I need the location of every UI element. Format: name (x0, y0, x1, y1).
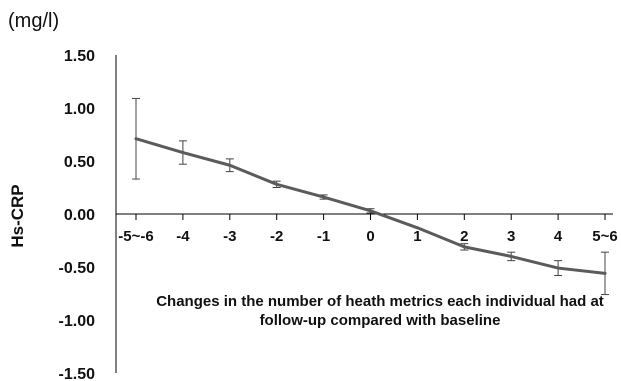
x-tick-label: 0 (366, 228, 374, 245)
y-tick-label: -1.50 (59, 366, 96, 381)
x-tick-label: 3 (507, 228, 515, 245)
y-tick-label: 1.50 (64, 48, 95, 65)
data-point (556, 266, 560, 270)
y-tick-label: -0.50 (59, 260, 96, 277)
data-point (181, 151, 185, 155)
data-point (275, 182, 279, 186)
data-point (603, 271, 607, 275)
series-line (134, 137, 607, 275)
data-point (509, 254, 513, 258)
x-tick-label: 4 (554, 228, 563, 245)
x-tick-label: -3 (223, 228, 236, 245)
x-tick-label: -2 (270, 228, 283, 245)
data-point (228, 163, 232, 167)
data-point (415, 226, 419, 230)
x-tick-label: -4 (176, 228, 190, 245)
y-tick-label: -1.00 (59, 313, 96, 330)
y-tick-label: 0.00 (64, 207, 95, 224)
data-point (369, 209, 372, 213)
x-axis-caption: Changes in the number of heath metrics e… (156, 293, 604, 329)
data-point (462, 245, 466, 249)
x-tick-label: -1 (317, 228, 330, 245)
data-point (322, 195, 326, 199)
y-unit-label: (mg/l) (8, 10, 60, 32)
y-tick-label: 0.50 (64, 154, 95, 171)
x-tick-label: 1 (413, 228, 421, 245)
x-tick-label: 5~6 (592, 228, 617, 245)
data-point (134, 137, 138, 141)
y-tick-label: 1.00 (64, 101, 95, 118)
x-tick-label: 2 (460, 228, 468, 245)
x-tick-label: -5~-6 (118, 228, 153, 245)
